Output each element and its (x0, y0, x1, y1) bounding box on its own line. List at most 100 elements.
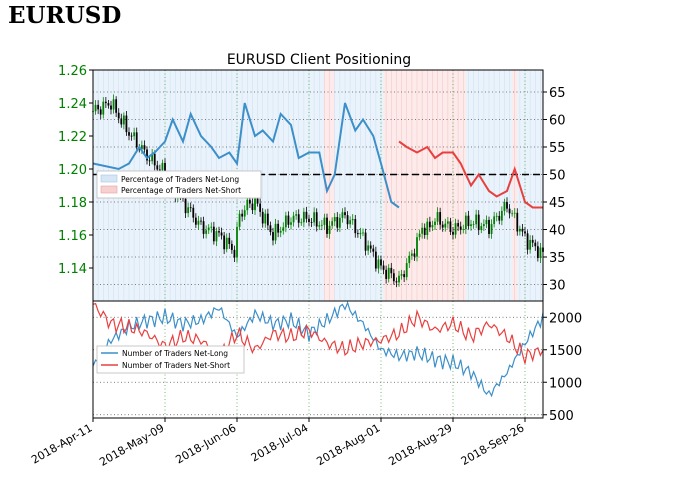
right-tick-label: 35 (549, 251, 566, 266)
net-short-strip (388, 70, 392, 301)
chart-title: EURUSD Client Positioning (227, 52, 411, 68)
right-tick-label: 65 (549, 86, 566, 101)
price-candle (454, 223, 457, 235)
price-candle (248, 199, 251, 204)
price-candle (490, 224, 493, 234)
net-short-percent-line (398, 140, 543, 209)
price-candle (457, 223, 460, 227)
price-candle (403, 274, 406, 278)
price-candle (444, 223, 447, 228)
price-candle (408, 255, 411, 264)
price-candle (452, 231, 454, 235)
price-candle (320, 224, 323, 226)
price-candle (511, 213, 514, 215)
legend-label: Percentage of Traders Net-Short (121, 186, 241, 195)
price-candle (374, 251, 377, 269)
price-candle (485, 219, 488, 225)
net-long-strip (360, 70, 364, 301)
net-long-strip (260, 70, 264, 301)
net-long-strip (303, 70, 307, 301)
price-candle (97, 104, 100, 110)
net-short-strip (432, 70, 436, 301)
price-candle (392, 273, 395, 282)
net-short-strip (463, 70, 467, 301)
price-candle (354, 219, 357, 234)
price-candle (225, 237, 228, 250)
net-long-strip (93, 70, 96, 301)
price-candle (464, 215, 467, 230)
net-short-strip (435, 70, 438, 301)
net-long-strip (491, 70, 495, 301)
net-long-strip (468, 70, 472, 301)
price-candle (241, 213, 244, 217)
price-candle (356, 233, 359, 235)
net-long-strip (499, 70, 503, 301)
net-long-strip (532, 70, 536, 301)
price-candle (364, 232, 367, 251)
price-candle (256, 198, 259, 204)
right-tick-label: 1000 (549, 376, 582, 391)
net-long-strip (365, 70, 369, 301)
legend-swatch (100, 185, 118, 194)
price-candle (254, 198, 256, 211)
legend-label: Number of Traders Net-Long (122, 349, 228, 358)
net-long-strip (311, 70, 315, 301)
net-short-strip (442, 70, 446, 301)
net-long-strip (465, 70, 469, 301)
price-candle (228, 237, 231, 244)
price-candle (526, 233, 529, 250)
price-candle (500, 210, 503, 221)
price-candle (493, 216, 496, 225)
net-long-strip (285, 70, 289, 301)
page-heading: EURUSD (8, 2, 122, 29)
net-long-strip (489, 70, 492, 301)
price-candle (297, 214, 300, 223)
net-long-strip (275, 70, 279, 301)
right-tick-label: 2000 (549, 311, 582, 326)
price-candle (313, 212, 316, 223)
x-tick-label: 2018-May-09 (97, 421, 166, 469)
net-short-strip (460, 70, 464, 301)
net-long-strip (537, 70, 541, 301)
net-short-strip (406, 70, 410, 301)
net-short-strip (404, 70, 408, 301)
net-short-strip (512, 70, 516, 301)
net-long-strip (347, 70, 351, 301)
net-short-strip (401, 70, 405, 301)
net-long-strip (530, 70, 534, 301)
legend-box (96, 170, 262, 199)
price-candle (351, 219, 354, 221)
net-short-strip (455, 70, 459, 301)
price-candle (413, 253, 416, 257)
price-candle (259, 203, 262, 212)
x-tick-label: 2018-Aug-29 (386, 421, 454, 468)
net-short-strip (391, 70, 395, 301)
price-candle (521, 228, 524, 232)
price-candle (359, 232, 362, 235)
price-candle (315, 212, 318, 227)
price-candle (148, 160, 151, 162)
price-candle (495, 215, 498, 217)
net-long-strip (273, 70, 276, 301)
price-candle (140, 145, 143, 150)
price-candle (423, 227, 426, 236)
price-candle (439, 212, 442, 225)
net-long-strip (519, 70, 523, 301)
price-candle (436, 212, 439, 222)
net-long-percent-line (92, 102, 400, 209)
price-candle (318, 225, 321, 227)
price-candle (441, 224, 444, 228)
left-tick-label: 1.14 (58, 262, 87, 277)
net-short-strip (427, 70, 431, 301)
left-tick-label: 1.24 (58, 97, 87, 112)
price-candle (462, 229, 465, 230)
net-long-strip (486, 70, 490, 301)
right-tick-label: 1500 (549, 344, 582, 359)
right-tick-label: 55 (549, 141, 566, 156)
price-candle (133, 132, 136, 137)
net-long-strip (270, 70, 274, 301)
price-candle (266, 213, 269, 226)
net-long-strip (375, 70, 379, 301)
net-short-strip (414, 70, 418, 301)
price-candle (385, 269, 388, 279)
